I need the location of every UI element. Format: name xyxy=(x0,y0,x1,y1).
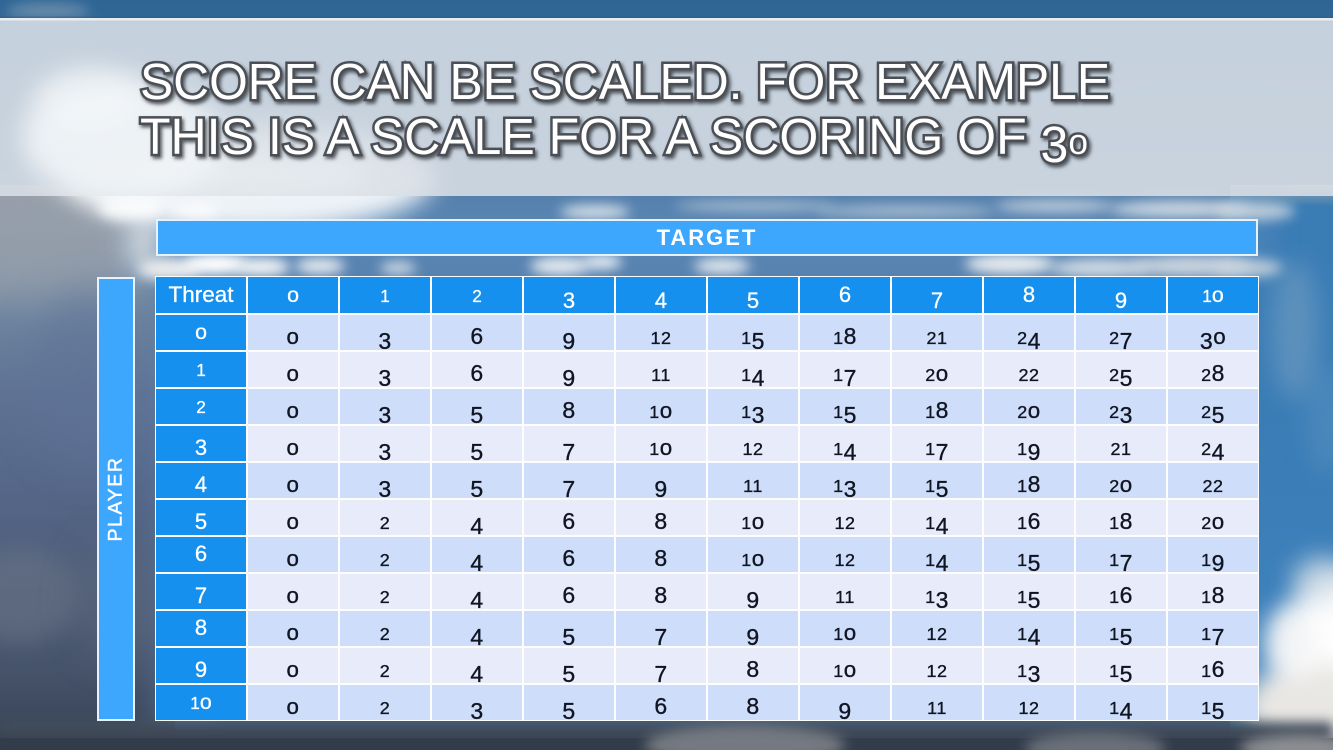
svg-text:THIS IS A SCALE FOR A SCORING: THIS IS A SCALE FOR A SCORING OF 3o xyxy=(140,108,1088,173)
svg-text:SCORE CAN BE SCALED. FOR EXAMP: SCORE CAN BE SCALED. FOR EXAMPLE xyxy=(140,53,1110,110)
